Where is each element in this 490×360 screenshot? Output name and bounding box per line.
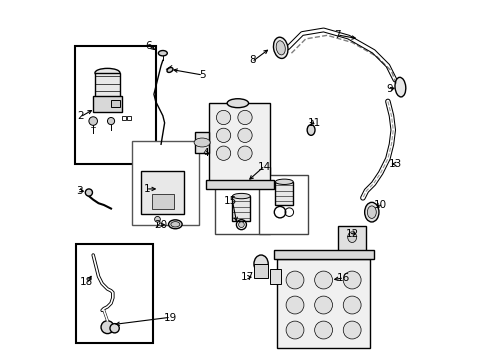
Ellipse shape (273, 37, 288, 58)
Circle shape (343, 296, 361, 314)
Circle shape (217, 128, 231, 143)
Text: 15: 15 (224, 197, 237, 206)
Ellipse shape (158, 50, 167, 56)
Circle shape (238, 146, 252, 160)
Ellipse shape (169, 220, 182, 229)
Text: 7: 7 (335, 30, 341, 40)
Circle shape (315, 296, 333, 314)
Ellipse shape (227, 99, 248, 108)
Text: 12: 12 (345, 229, 359, 239)
Ellipse shape (194, 138, 210, 147)
Ellipse shape (167, 68, 173, 72)
Text: 13: 13 (389, 159, 402, 169)
Ellipse shape (395, 77, 406, 97)
Text: 5: 5 (199, 69, 205, 80)
Bar (254, 264, 268, 278)
Ellipse shape (368, 206, 376, 219)
Ellipse shape (275, 179, 293, 184)
Circle shape (110, 324, 119, 333)
Ellipse shape (232, 193, 250, 199)
Text: 17: 17 (241, 272, 254, 282)
Text: 16: 16 (337, 273, 350, 283)
Bar (209, 103, 270, 182)
Circle shape (217, 146, 231, 160)
Circle shape (286, 271, 304, 289)
Bar (95, 73, 120, 98)
Bar (206, 180, 273, 189)
Ellipse shape (171, 222, 180, 227)
Ellipse shape (254, 255, 268, 273)
Text: 8: 8 (249, 55, 255, 65)
Bar (132, 141, 198, 225)
Bar (75, 46, 156, 164)
Circle shape (286, 296, 304, 314)
Text: 2: 2 (77, 111, 84, 121)
Bar (152, 194, 173, 208)
Bar (215, 167, 270, 234)
Text: 19: 19 (163, 312, 176, 323)
Bar (277, 258, 370, 348)
Bar (270, 269, 281, 284)
Bar (195, 132, 209, 153)
Circle shape (343, 321, 361, 339)
Circle shape (107, 117, 115, 125)
Circle shape (238, 111, 252, 125)
Text: 18: 18 (79, 277, 93, 287)
Circle shape (286, 321, 304, 339)
Circle shape (238, 128, 252, 143)
Bar (273, 249, 373, 258)
Bar (111, 100, 120, 107)
Text: 1: 1 (144, 184, 150, 194)
Text: 9: 9 (386, 84, 393, 94)
Bar (93, 96, 122, 112)
Ellipse shape (348, 232, 357, 243)
Bar (122, 116, 126, 120)
Circle shape (217, 111, 231, 125)
Bar (232, 196, 250, 221)
Bar (275, 182, 293, 205)
Bar (338, 226, 367, 251)
Circle shape (343, 271, 361, 289)
Text: 20: 20 (154, 220, 168, 230)
Ellipse shape (95, 68, 120, 77)
Circle shape (101, 321, 114, 334)
Bar (259, 175, 308, 234)
Ellipse shape (276, 41, 285, 55)
Ellipse shape (365, 202, 379, 222)
Text: 11: 11 (308, 118, 321, 128)
Circle shape (315, 321, 333, 339)
Text: 14: 14 (258, 162, 271, 172)
Ellipse shape (307, 125, 315, 135)
Text: 3: 3 (76, 186, 83, 196)
Text: 4: 4 (202, 148, 209, 158)
Circle shape (155, 216, 160, 222)
Text: 10: 10 (374, 200, 387, 210)
Circle shape (315, 271, 333, 289)
Text: 6: 6 (145, 41, 152, 51)
Bar (142, 171, 184, 214)
Bar (76, 244, 153, 342)
Bar (127, 116, 131, 120)
Circle shape (89, 117, 98, 125)
Circle shape (239, 222, 245, 228)
Circle shape (85, 189, 93, 196)
